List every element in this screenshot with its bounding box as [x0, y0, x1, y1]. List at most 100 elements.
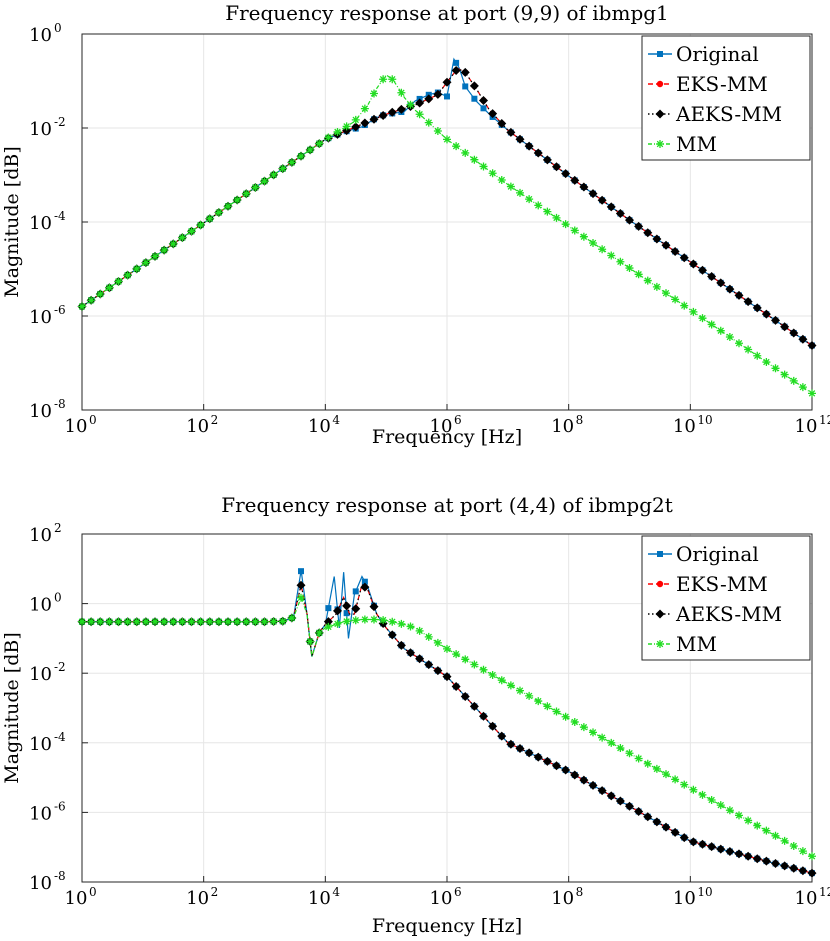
- data-point: [369, 114, 379, 124]
- data-point: [325, 605, 332, 612]
- data-point: [744, 345, 753, 354]
- data-point: [725, 806, 734, 815]
- data-point: [298, 568, 304, 575]
- data-point: [78, 302, 86, 311]
- y-tick-exponent: -8: [54, 397, 66, 411]
- data-point: [452, 650, 461, 659]
- data-point: [444, 93, 450, 100]
- data-point: [424, 94, 434, 104]
- data-point: [460, 67, 470, 77]
- data-point: [598, 245, 607, 254]
- y-tick-base: 10: [29, 119, 52, 140]
- data-point: [643, 812, 653, 822]
- legend-label: AEKS-MM: [675, 102, 782, 126]
- chart-ibmpg2t: 1001021041061081010101210-810-610-410-21…: [1, 493, 830, 937]
- data-point: [524, 748, 534, 758]
- data-point: [735, 339, 743, 348]
- data-point: [525, 195, 534, 204]
- data-point: [552, 761, 561, 771]
- data-point: [798, 847, 807, 856]
- data-point: [251, 183, 260, 192]
- data-point: [670, 246, 680, 256]
- data-point: [516, 188, 524, 197]
- data-point: [552, 162, 561, 172]
- y-tick-exponent: -4: [54, 730, 66, 744]
- y-tick-exponent: -6: [54, 303, 66, 317]
- legend: Original EKS-MM AEKS-MM MM: [641, 35, 811, 161]
- x-tick-base: 10: [795, 416, 818, 437]
- x-tick-base: 10: [795, 888, 818, 909]
- data-point: [433, 638, 442, 647]
- data-point: [798, 866, 808, 876]
- data-point: [625, 215, 634, 225]
- data-point: [761, 856, 771, 866]
- x-tick-exponent: 10: [697, 885, 712, 899]
- data-point: [132, 264, 141, 273]
- data-point: [497, 676, 506, 685]
- data-point: [552, 707, 561, 716]
- data-point: [488, 169, 497, 178]
- data-point: [670, 827, 680, 837]
- y-tick-base: 10: [29, 401, 52, 422]
- data-point: [242, 617, 251, 626]
- data-point: [479, 711, 488, 721]
- data-point: [269, 170, 278, 179]
- data-point: [141, 258, 150, 267]
- data-point: [424, 118, 433, 127]
- data-point: [543, 702, 552, 711]
- data-point: [743, 297, 753, 307]
- data-point: [151, 252, 159, 261]
- data-point: [807, 868, 817, 878]
- data-point: [379, 75, 388, 84]
- x-tick-exponent: 0: [89, 885, 97, 899]
- data-point: [388, 617, 397, 626]
- x-tick-base: 10: [551, 416, 574, 437]
- data-point: [643, 276, 652, 285]
- data-point: [352, 588, 359, 595]
- data-point: [597, 195, 607, 205]
- data-point: [442, 672, 452, 682]
- legend-marker: [656, 140, 664, 148]
- data-point: [451, 65, 461, 75]
- data-point: [141, 617, 150, 626]
- x-tick-base: 10: [186, 416, 209, 437]
- data-point: [579, 182, 589, 192]
- data-point: [561, 712, 570, 721]
- data-point: [671, 295, 680, 304]
- data-point: [370, 615, 378, 624]
- data-point: [780, 322, 790, 332]
- data-point: [561, 220, 570, 229]
- data-point: [516, 686, 524, 695]
- data-point: [615, 796, 625, 806]
- data-point: [634, 806, 644, 816]
- data-point: [315, 628, 324, 637]
- data-point: [260, 177, 269, 186]
- legend-label: MM: [676, 632, 717, 656]
- data-point: [725, 284, 735, 294]
- data-point: [470, 155, 479, 164]
- data-point: [698, 839, 707, 849]
- data-point: [397, 88, 406, 97]
- data-point: [716, 278, 726, 288]
- y-tick-exponent: 0: [54, 591, 62, 605]
- data-point: [753, 351, 762, 360]
- x-tick-base: 10: [430, 888, 453, 909]
- data-point: [497, 175, 506, 184]
- data-point: [679, 833, 689, 843]
- data-point: [287, 158, 296, 167]
- data-point: [479, 162, 488, 171]
- data-point: [735, 811, 743, 820]
- x-tick-base: 10: [673, 888, 696, 909]
- data-point: [771, 364, 780, 373]
- data-point: [808, 389, 816, 398]
- series-mm: [78, 74, 816, 398]
- y-tick-exponent: -4: [54, 209, 66, 223]
- y-tick-base: 10: [29, 25, 52, 46]
- data-point: [315, 139, 324, 148]
- data-point: [652, 282, 661, 291]
- data-point: [607, 738, 616, 747]
- data-point: [570, 770, 580, 780]
- data-point: [634, 754, 643, 763]
- data-point: [643, 759, 652, 768]
